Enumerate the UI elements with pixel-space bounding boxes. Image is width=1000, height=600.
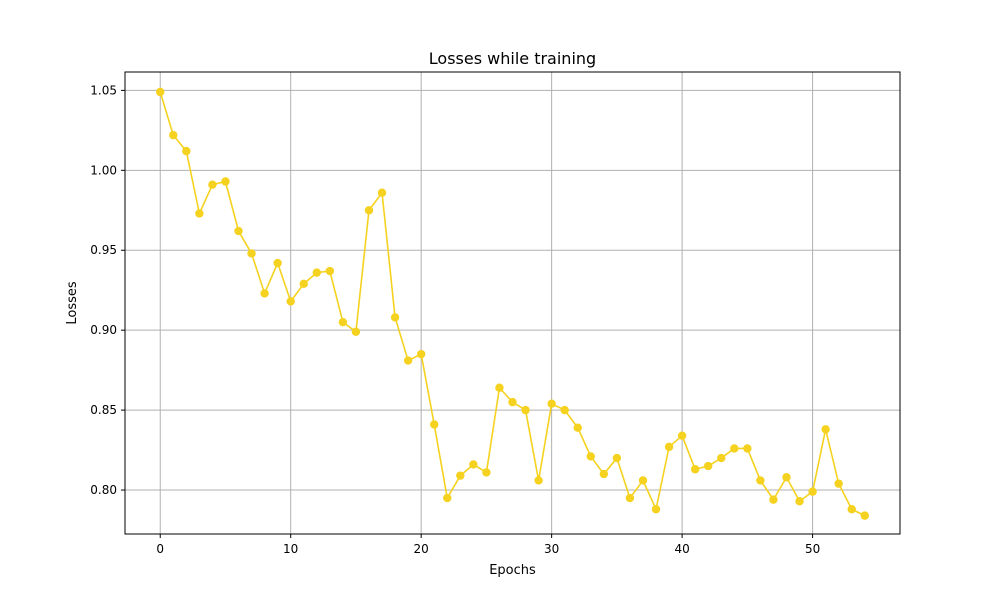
data-point <box>834 479 843 488</box>
data-point <box>677 431 687 440</box>
data-point <box>769 495 778 504</box>
x-tick-label: 10 <box>283 542 298 556</box>
data-point <box>338 317 348 327</box>
data-point <box>821 425 830 434</box>
grid <box>125 72 900 534</box>
series-losses <box>156 87 869 520</box>
x-tick-label: 30 <box>544 542 559 556</box>
data-point <box>247 249 256 258</box>
data-point <box>495 383 504 392</box>
data-point <box>156 87 165 97</box>
data-point <box>390 313 400 322</box>
y-tick-label: 0.90 <box>90 323 117 337</box>
chart-title: Losses while training <box>429 49 596 68</box>
x-tick-label: 50 <box>805 542 820 556</box>
data-point <box>625 493 635 503</box>
data-point <box>860 511 869 520</box>
data-point <box>443 493 452 503</box>
x-tick-label: 20 <box>414 542 429 556</box>
data-point <box>430 420 439 429</box>
data-point <box>651 505 661 514</box>
data-point <box>743 444 752 453</box>
x-tick-label: 40 <box>674 542 689 556</box>
data-point <box>560 405 569 415</box>
data-point <box>704 461 713 471</box>
data-point <box>377 188 387 197</box>
data-point <box>234 226 243 236</box>
data-point <box>586 452 595 461</box>
y-tick-label: 0.95 <box>90 243 117 257</box>
data-point <box>182 146 191 156</box>
data-point <box>730 444 739 453</box>
data-point <box>195 209 204 218</box>
data-point <box>547 399 556 408</box>
y-tick-label: 0.80 <box>90 483 117 497</box>
data-point <box>221 177 230 186</box>
data-point <box>521 405 530 415</box>
data-point <box>690 465 700 474</box>
data-point <box>808 487 817 496</box>
data-point <box>260 289 269 298</box>
data-point <box>795 497 804 506</box>
axis-ticks: 0 10 20 30 40 50 0.80 0.85 0.90 0.95 1.00 1.05 <box>90 83 820 556</box>
series-line <box>159 91 866 517</box>
data-point <box>351 327 361 336</box>
data-point <box>782 473 791 482</box>
data-point <box>508 397 517 407</box>
data-point <box>482 468 491 477</box>
data-point <box>599 469 609 479</box>
data-point <box>717 453 726 463</box>
data-point <box>416 349 426 359</box>
y-axis-label: Losses <box>65 281 80 325</box>
data-point <box>208 180 217 189</box>
data-point <box>273 258 282 268</box>
y-tick-label: 1.05 <box>90 83 117 97</box>
data-point <box>286 297 295 306</box>
data-point <box>638 476 648 485</box>
data-point <box>456 471 465 480</box>
plot-area-frame <box>124 71 901 535</box>
data-point <box>534 476 543 485</box>
data-point <box>325 266 335 276</box>
y-tick-label: 0.85 <box>90 403 117 417</box>
data-point <box>847 505 856 514</box>
x-tick-label: 0 <box>156 542 164 556</box>
data-point <box>469 460 478 469</box>
data-point <box>664 442 674 452</box>
data-point <box>299 279 308 289</box>
data-point <box>573 423 582 432</box>
x-axis-label: Epochs <box>489 563 536 578</box>
data-point <box>403 356 413 365</box>
data-point <box>364 206 374 215</box>
y-tick-label: 1.00 <box>90 163 117 177</box>
data-point <box>312 268 321 277</box>
data-point <box>612 453 622 463</box>
data-point <box>169 130 178 140</box>
data-point <box>756 476 765 485</box>
